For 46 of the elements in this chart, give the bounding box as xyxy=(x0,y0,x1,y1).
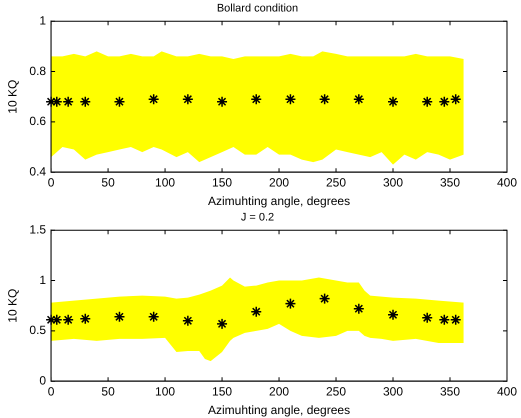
chart-title: Bollard condition xyxy=(216,2,298,15)
y-tick-label: 0 xyxy=(39,374,46,388)
x-tick-label: 300 xyxy=(382,176,404,190)
point xyxy=(114,311,126,323)
y-tick-label: 1 xyxy=(39,272,46,287)
chart-title: J = 0.2 xyxy=(240,212,274,224)
x-tick-label: 200 xyxy=(269,384,290,399)
y-axis-title: 10 KQ xyxy=(6,288,20,323)
point xyxy=(387,309,399,321)
point xyxy=(80,313,92,325)
x-axis-title: Azimuhting angle, degrees xyxy=(208,403,350,418)
x-tick-label: 250 xyxy=(326,384,346,399)
y-tick-label: 0.5 xyxy=(29,323,46,338)
x-tick-label: 400 xyxy=(496,384,518,399)
point xyxy=(62,314,74,326)
x-tick-label: 350 xyxy=(440,384,460,399)
x-tick-label: 50 xyxy=(101,384,116,399)
x-axis-title: Azimuhting angle, degrees xyxy=(208,194,350,208)
point xyxy=(182,315,194,327)
y-tick-label: 0.4 xyxy=(29,164,46,179)
point xyxy=(250,306,262,318)
y-axis-title: 10 KQ xyxy=(6,80,20,114)
point xyxy=(421,312,433,324)
point xyxy=(318,292,330,304)
x-tick-label: 250 xyxy=(326,176,346,190)
x-tick-label: 150 xyxy=(212,384,232,399)
x-tick-label: 100 xyxy=(155,384,176,399)
x-tick-label: 50 xyxy=(101,176,116,190)
x-tick-label: 400 xyxy=(496,176,518,190)
x-tick-label: 150 xyxy=(212,176,232,190)
point xyxy=(353,302,365,314)
point xyxy=(148,311,160,323)
y-tick-label: 1 xyxy=(39,14,46,28)
x-tick-label: 200 xyxy=(269,176,290,190)
point xyxy=(284,298,296,310)
y-tick-label: 0.6 xyxy=(29,114,46,128)
x-tick-label: 350 xyxy=(440,176,460,190)
point xyxy=(51,314,63,326)
x-tick-label: 300 xyxy=(382,384,404,399)
y-tick-label: 1.5 xyxy=(29,222,46,237)
x-tick-label: 100 xyxy=(155,176,176,190)
point xyxy=(450,314,462,326)
y-tick-label: 0.8 xyxy=(29,64,46,78)
point xyxy=(438,314,450,326)
point xyxy=(216,318,228,330)
point xyxy=(45,314,57,326)
